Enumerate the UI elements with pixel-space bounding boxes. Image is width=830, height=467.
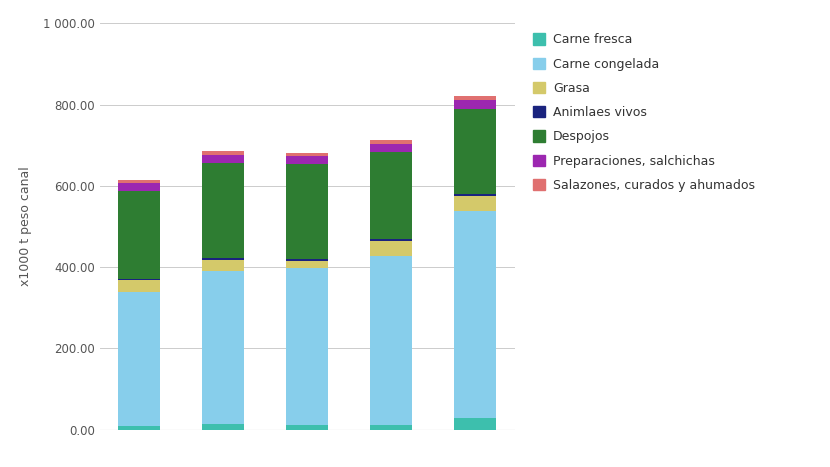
Bar — [370, 425, 412, 430]
Bar — [286, 259, 328, 261]
Bar — [119, 280, 160, 291]
Bar — [286, 269, 328, 425]
Bar — [203, 260, 244, 271]
Bar — [119, 425, 160, 430]
Bar — [286, 425, 328, 430]
Bar — [203, 271, 244, 424]
Bar — [286, 153, 328, 156]
Bar — [286, 156, 328, 164]
Bar — [119, 183, 160, 191]
Bar — [119, 278, 160, 280]
Bar — [454, 211, 496, 418]
Bar — [370, 141, 412, 144]
Bar — [370, 144, 412, 152]
Y-axis label: x1000 t peso canal: x1000 t peso canal — [19, 167, 32, 286]
Bar — [203, 151, 244, 155]
Bar — [203, 424, 244, 430]
Bar — [370, 241, 412, 256]
Bar — [370, 152, 412, 239]
Bar — [454, 96, 496, 100]
Bar — [119, 291, 160, 425]
Bar — [454, 194, 496, 196]
Bar — [454, 418, 496, 430]
Bar — [286, 261, 328, 269]
Bar — [119, 180, 160, 183]
Bar — [119, 191, 160, 278]
Legend: Carne fresca, Carne congelada, Grasa, Animlaes vivos, Despojos, Preparaciones, s: Carne fresca, Carne congelada, Grasa, An… — [530, 29, 759, 196]
Bar — [454, 109, 496, 194]
Bar — [454, 196, 496, 211]
Bar — [454, 100, 496, 109]
Bar — [370, 256, 412, 425]
Bar — [203, 155, 244, 163]
Bar — [370, 239, 412, 241]
Bar — [203, 163, 244, 258]
Bar — [203, 258, 244, 260]
Bar — [286, 164, 328, 259]
